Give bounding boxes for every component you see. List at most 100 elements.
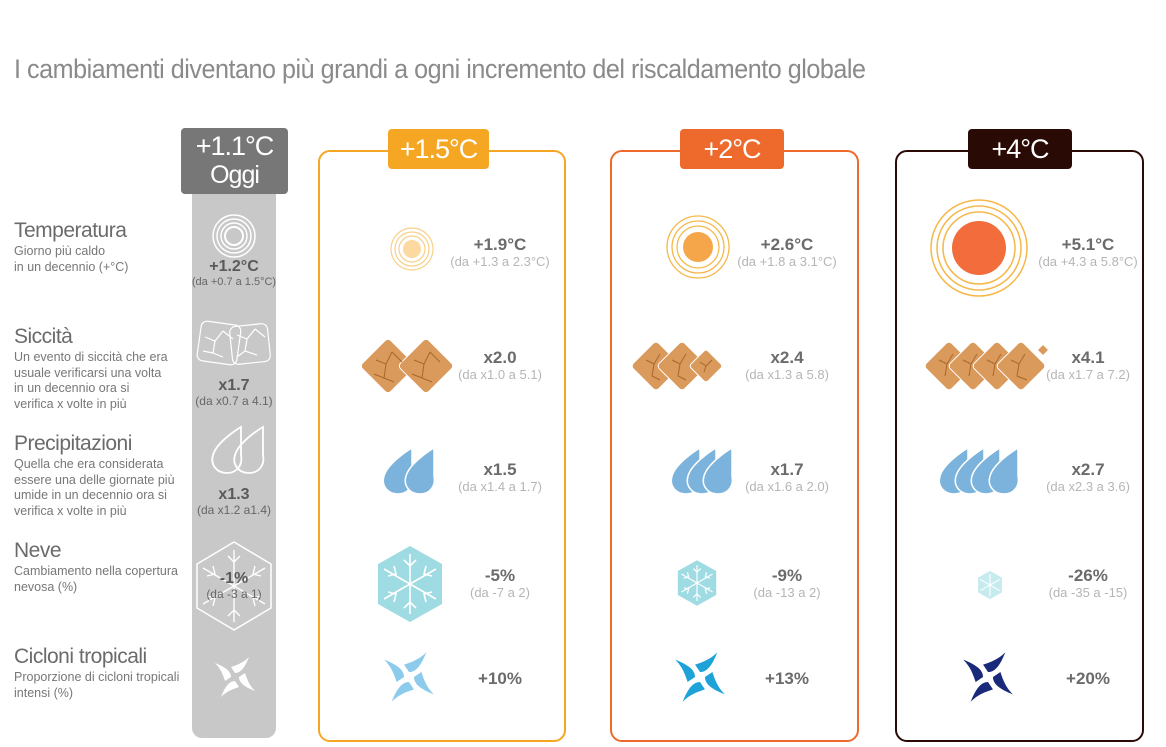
desc-line: Quella che era considerata <box>14 457 164 471</box>
desc-line: in un decennio (+°C) <box>14 259 129 274</box>
value-range: (da x1.6 a 2.0) <box>745 479 829 494</box>
desc-line: essere una delle giornate più <box>14 472 175 487</box>
value-range: (da -35 a -15) <box>1048 585 1128 600</box>
today-snow-value: -1% (da -3 a 1) <box>179 570 289 601</box>
desc-line: intensi (%) <box>14 685 74 700</box>
row-description: Giorno più caldo in un decennio (+°C) <box>14 244 194 275</box>
today-header: +1.1°C Oggi <box>181 128 288 194</box>
snowflake-icon <box>375 544 445 624</box>
cyclone-icon <box>210 652 260 702</box>
desc-line: Proporzione di cicloni tropicali <box>14 670 180 684</box>
desc-line: in un decennio ora si <box>14 381 130 395</box>
row-heading: Temperatura <box>14 219 127 242</box>
raindrop-icon <box>932 444 1022 496</box>
row-description: Un evento di siccità che era usuale veri… <box>14 350 194 412</box>
value-main: x1.5 <box>483 460 517 479</box>
s15-snow-value: -5% (da -7 a 2) <box>430 566 570 601</box>
value-range: (da +1.3 a 2.3°C) <box>450 254 550 269</box>
desc-line: Un evento di siccità che era <box>14 350 168 364</box>
s15-temperature-value: +1.9°C (da +1.3 a 2.3°C) <box>430 235 570 270</box>
value-range: (da +1.8 a 3.1°C) <box>737 254 837 269</box>
value-range: (da x1.3 a 5.8) <box>745 367 829 382</box>
value-main: +1.9°C <box>473 235 527 254</box>
cyclone-icon <box>378 646 440 708</box>
s15-drought-value: x2.0 (da x1.0 a 5.1) <box>430 348 570 383</box>
value-main: -26% <box>1068 566 1108 585</box>
today-temperature-value: +1.2°C (da +0.7 a 1.5°C) <box>179 258 289 289</box>
today-drought-value: x1.7 (da x0.7 a 4.1) <box>179 377 289 408</box>
today-header-value: +1.1°C <box>195 131 275 161</box>
row-label-precipitation: Precipitazioni Quella che era considerat… <box>14 433 194 519</box>
page-title: I cambiamenti diventano più grandi a ogn… <box>14 54 866 84</box>
value-main: x1.7 <box>218 377 250 394</box>
value-main: +10% <box>478 669 522 688</box>
desc-line: umide in un decennio ora si <box>14 488 167 502</box>
value-range: (da x0.7 a 4.1) <box>195 394 273 408</box>
s2-temperature-value: +2.6°C (da +1.8 a 3.1°C) <box>717 235 857 270</box>
cracked-earth-icon <box>362 338 454 394</box>
value-main: x2.7 <box>1071 460 1105 479</box>
snowflake-icon <box>193 540 275 632</box>
raindrop-icon <box>376 444 438 496</box>
scenario-2-header: +2°C <box>680 129 784 169</box>
s4-cyclone-value: +20% <box>1018 669 1158 688</box>
s2-precip-value: x1.7 (da x1.6 a 2.0) <box>717 460 857 495</box>
value-main: -5% <box>484 566 516 585</box>
value-range: (da -7 a 2) <box>470 585 530 600</box>
row-description: Quella che era considerata essere una de… <box>14 457 194 519</box>
sun-icon <box>664 213 732 281</box>
row-heading: Precipitazioni <box>14 432 132 455</box>
s2-cyclone-value: +13% <box>717 669 857 688</box>
cracked-earth-icon <box>193 317 275 373</box>
value-main: x4.1 <box>1071 348 1105 367</box>
value-range: (da -13 a 2) <box>753 585 821 600</box>
desc-line: nevosa (%) <box>14 579 78 594</box>
s2-snow-value: -9% (da -13 a 2) <box>717 566 857 601</box>
desc-line: verifica x volte in più <box>14 503 127 518</box>
value-range: (da x1.7 a 7.2) <box>1046 367 1130 382</box>
row-heading: Neve <box>14 539 62 562</box>
row-heading: Cicloni tropicali <box>14 645 147 668</box>
desc-line: Cambiamento nella copertura <box>14 564 178 578</box>
cracked-earth-icon <box>632 338 728 394</box>
desc-line: Giorno più caldo <box>14 244 106 258</box>
value-range: (da x1.2 a1.4) <box>196 503 272 517</box>
value-main: x1.7 <box>770 460 804 479</box>
value-main: +1.2°C <box>209 258 259 275</box>
row-description: Cambiamento nella copertura nevosa (%) <box>14 564 194 595</box>
value-range: (da x2.3 a 3.6) <box>1046 479 1130 494</box>
s4-precip-value: x2.7 (da x2.3 a 3.6) <box>1018 460 1158 495</box>
scenario-4-header: +4°C <box>968 129 1072 169</box>
desc-line: usuale verificarsi una volta <box>14 365 162 380</box>
s4-temperature-value: +5.1°C (da +4.3 a 5.8°C) <box>1018 235 1158 270</box>
s2-drought-value: x2.4 (da x1.3 a 5.8) <box>717 348 857 383</box>
cracked-earth-icon <box>925 338 1055 394</box>
snowflake-icon <box>977 570 1003 600</box>
s15-precip-value: x1.5 (da x1.4 a 1.7) <box>430 460 570 495</box>
row-label-temperature: Temperatura Giorno più caldo in un decen… <box>14 220 194 275</box>
cyclone-icon <box>669 646 731 708</box>
scenario-1-5-header: +1.5°C <box>388 129 489 169</box>
value-main: x2.0 <box>483 348 517 367</box>
value-main: x2.4 <box>770 348 804 367</box>
value-main: +2.6°C <box>760 235 814 254</box>
value-range: (da +0.7 a 1.5°C) <box>191 276 277 288</box>
today-header-label: Oggi <box>210 161 260 189</box>
row-label-snow: Neve Cambiamento nella copertura nevosa … <box>14 540 194 595</box>
s15-cyclone-value: +10% <box>430 669 570 688</box>
row-label-cyclones: Cicloni tropicali Proporzione di cicloni… <box>14 646 194 701</box>
value-main: -1% <box>219 570 249 587</box>
sun-icon <box>388 225 436 273</box>
raindrop-icon <box>205 423 267 475</box>
cyclone-icon <box>957 646 1019 708</box>
value-main: +5.1°C <box>1061 235 1115 254</box>
s4-snow-value: -26% (da -35 a -15) <box>1018 566 1158 601</box>
snowflake-icon <box>676 559 718 607</box>
row-description: Proporzione di cicloni tropicali intensi… <box>14 670 194 701</box>
desc-line: verifica x volte in più <box>14 396 127 411</box>
s4-drought-value: x4.1 (da x1.7 a 7.2) <box>1018 348 1158 383</box>
value-range: (da x1.4 a 1.7) <box>458 479 542 494</box>
value-main: x1.3 <box>218 486 250 503</box>
row-heading: Siccità <box>14 325 73 348</box>
sun-icon <box>929 198 1029 298</box>
